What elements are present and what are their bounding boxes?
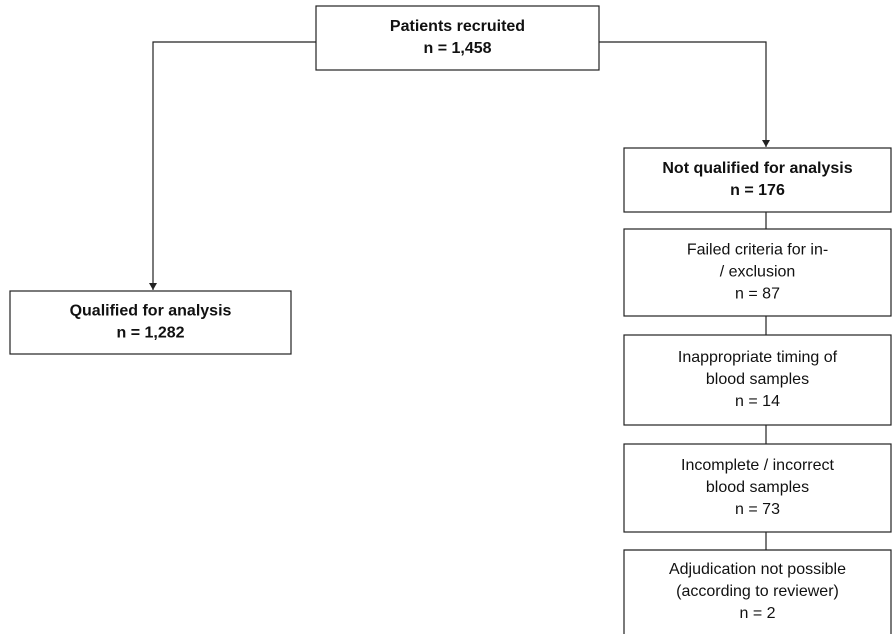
node-label: Not qualified for analysis bbox=[662, 160, 852, 177]
node-label: Patients recruited bbox=[390, 18, 525, 35]
node-box bbox=[623, 443, 892, 533]
connector bbox=[149, 41, 316, 290]
node-box bbox=[623, 334, 892, 426]
node-label: blood samples bbox=[706, 371, 809, 388]
node-label: Failed criteria for in- bbox=[687, 242, 828, 259]
node-label: Inappropriate timing of bbox=[678, 349, 838, 366]
node-label: n = 73 bbox=[735, 501, 780, 518]
node-label: n = 14 bbox=[735, 393, 780, 410]
node-box bbox=[623, 228, 892, 317]
node-label: Qualified for analysis bbox=[70, 303, 232, 320]
node-label: n = 176 bbox=[730, 182, 785, 199]
node-label: n = 2 bbox=[739, 605, 775, 622]
node-label: Adjudication not possible bbox=[669, 561, 846, 578]
node-box bbox=[9, 290, 292, 355]
connector bbox=[599, 41, 770, 147]
node-label: n = 1,458 bbox=[423, 40, 491, 57]
node-label: n = 87 bbox=[735, 286, 780, 303]
node-label: Incomplete / incorrect bbox=[681, 457, 835, 474]
node-box bbox=[315, 5, 600, 71]
node-label: n = 1,282 bbox=[116, 325, 184, 342]
node-box bbox=[623, 549, 892, 634]
node-label: blood samples bbox=[706, 479, 809, 496]
node-label: / exclusion bbox=[720, 264, 796, 281]
node-label: (according to reviewer) bbox=[676, 583, 839, 600]
node-box bbox=[623, 147, 892, 213]
